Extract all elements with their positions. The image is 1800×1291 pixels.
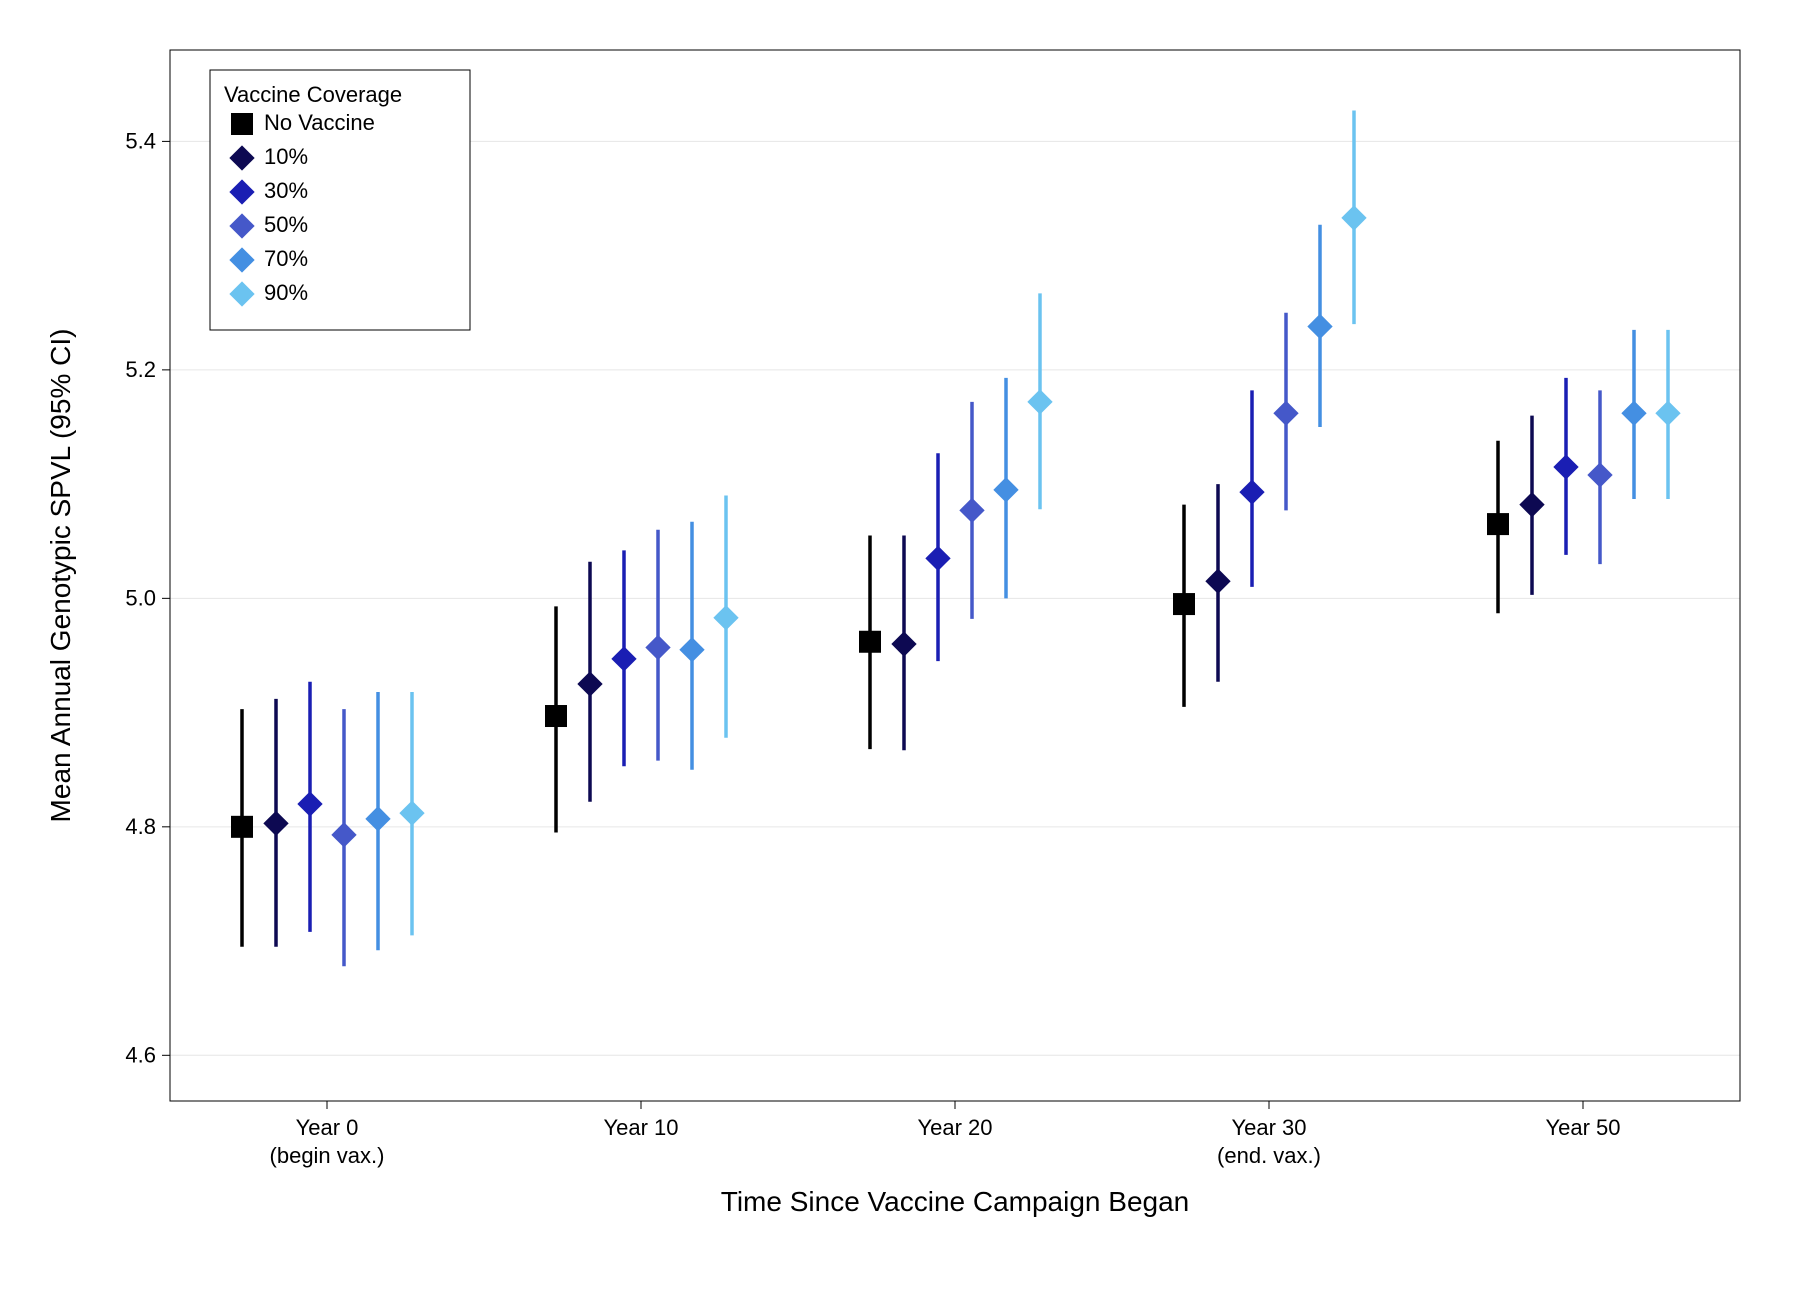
x-tick-label: Year 50: [1545, 1115, 1620, 1140]
y-tick-label: 4.8: [125, 814, 156, 839]
legend-label: 30%: [264, 178, 308, 203]
x-tick-label: Year 20: [917, 1115, 992, 1140]
legend-title: Vaccine Coverage: [224, 82, 402, 107]
square-marker: [231, 113, 253, 135]
x-tick-sublabel: (end. vax.): [1217, 1143, 1321, 1168]
square-marker: [1487, 513, 1509, 535]
square-marker: [1173, 593, 1195, 615]
x-tick-label: Year 0: [296, 1115, 359, 1140]
square-marker: [545, 705, 567, 727]
square-marker: [859, 631, 881, 653]
legend-label: 50%: [264, 212, 308, 237]
x-tick-label: Year 10: [603, 1115, 678, 1140]
legend-label: No Vaccine: [264, 110, 375, 135]
y-tick-label: 5.4: [125, 128, 156, 153]
legend-label: 10%: [264, 144, 308, 169]
legend-label: 70%: [264, 246, 308, 271]
legend-label: 90%: [264, 280, 308, 305]
y-tick-label: 5.2: [125, 357, 156, 382]
y-tick-label: 4.6: [125, 1042, 156, 1067]
y-tick-label: 5.0: [125, 585, 156, 610]
x-tick-sublabel: (begin vax.): [270, 1143, 385, 1168]
x-axis-title: Time Since Vaccine Campaign Began: [721, 1186, 1189, 1217]
square-marker: [231, 816, 253, 838]
x-tick-label: Year 30: [1231, 1115, 1306, 1140]
y-axis-title: Mean Annual Genotypic SPVL (95% CI): [45, 329, 76, 823]
spvl-chart: 4.6 4.8 5.0 5.2 5.4 Mean Annual Genotypic SPV…: [0, 20, 1800, 1271]
legend: Vaccine Coverage No Vaccine 10% 30% 50% 70% 90…: [210, 70, 470, 330]
